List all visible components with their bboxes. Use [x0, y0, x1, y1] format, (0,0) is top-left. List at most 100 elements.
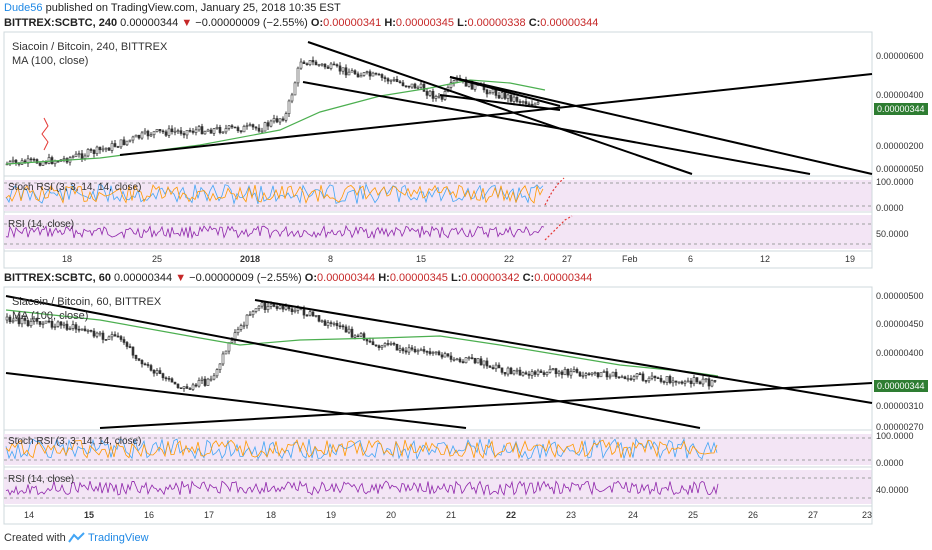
top-candle [272, 118, 276, 122]
bottom-candle [677, 381, 681, 384]
bottom-candle [185, 386, 189, 389]
author-name[interactable]: Dude56 [4, 2, 43, 14]
bottom-candle [224, 350, 228, 355]
top-trendline [439, 94, 561, 111]
top-candle [353, 70, 357, 75]
bottom-candle [158, 370, 162, 374]
bottom-time-tick: 18 [266, 510, 277, 520]
top-candle [500, 92, 504, 99]
bottom-candle [293, 309, 297, 313]
bottom-candle [203, 378, 207, 386]
bottom-rsi-line [5, 480, 719, 496]
bottom-time-tick: 20 [386, 510, 397, 520]
bottom-candle [86, 330, 90, 332]
top-open: 0.00000341 [323, 17, 382, 29]
top-candle [449, 82, 453, 88]
top-ticker-line: BITTREX:SCBTC, 240 0.00000344 ▼ −0.00000… [4, 17, 932, 29]
bottom-candle [491, 367, 495, 370]
bottom-candle [581, 375, 585, 377]
top-candle [218, 127, 222, 133]
top-candle [29, 158, 33, 161]
bottom-candle [464, 357, 468, 364]
top-candle [173, 130, 177, 133]
bottom-candle [251, 311, 255, 316]
bottom-candle [428, 351, 432, 354]
top-candle [533, 103, 537, 107]
bottom-candle [566, 369, 570, 376]
bottom-candle [707, 378, 711, 387]
top-candle [332, 63, 336, 66]
bottom-candle [329, 322, 333, 324]
bottom-candle [218, 363, 222, 370]
top-candle [257, 127, 261, 132]
bottom-candle [269, 303, 273, 307]
top-candle [275, 118, 279, 123]
top-candle [425, 91, 429, 96]
bottom-candle [206, 378, 210, 386]
bottom-candle [173, 381, 177, 385]
bottom-candle [689, 380, 693, 385]
bottom-candle [125, 342, 129, 347]
bottom-candle [422, 349, 426, 352]
bottom-candle [437, 351, 441, 356]
tradingview-brand-link[interactable]: TradingView [88, 532, 149, 544]
bottom-candle [416, 350, 420, 353]
top-candle [35, 159, 39, 164]
bottom-candle [347, 328, 351, 333]
bottom-candle [473, 357, 477, 364]
bottom-candle [83, 328, 87, 332]
bottom-candle [59, 321, 63, 326]
bottom-price-tick: 0.00000270 [876, 422, 924, 432]
top-candle [362, 72, 366, 76]
bottom-candle [338, 325, 342, 328]
top-candle [251, 124, 255, 128]
top-time-tick: 8 [328, 254, 334, 264]
bottom-candle [134, 354, 138, 359]
footer: Created with TradingView [0, 527, 932, 550]
top-trendlines[interactable] [119, 41, 873, 175]
bottom-trendlines[interactable] [5, 295, 873, 429]
bottom-time-tick: 23 [566, 510, 577, 520]
top-candle [398, 81, 402, 84]
top-candle [56, 160, 60, 163]
bottom-candle [410, 347, 414, 350]
top-candle [431, 90, 435, 99]
bottom-candle [656, 377, 660, 379]
bottom-candle [266, 306, 270, 310]
top-high-label: H: [384, 17, 396, 29]
bottom-candle [26, 320, 30, 327]
bottom-candle [431, 352, 435, 354]
bottom-candle [524, 372, 528, 375]
bottom-candle [200, 378, 204, 381]
top-stoch-tick: 100.0000 [876, 177, 914, 187]
top-candle [131, 136, 135, 141]
bottom-candle [149, 365, 153, 371]
top-candle [428, 90, 432, 96]
bottom-candle [74, 324, 78, 330]
top-candle [485, 89, 489, 95]
top-candle [386, 78, 390, 82]
top-candle [62, 158, 66, 160]
top-candle [371, 72, 375, 77]
top-price-tick: 0.00000400 [876, 90, 924, 100]
top-time-tick: 22 [504, 254, 515, 264]
top-candle [95, 146, 99, 154]
top-candle [176, 130, 180, 133]
top-candle [260, 130, 264, 133]
top-candle [107, 147, 111, 151]
down-arrow-icon: ▼ [175, 272, 187, 284]
bottom-high: 0.00000345 [389, 272, 448, 284]
down-arrow-icon: ▼ [181, 17, 193, 29]
top-open-label: O: [310, 17, 324, 29]
top-candle [329, 63, 333, 69]
bottom-candle [131, 346, 135, 356]
bottom-change: −0.00000009 (−2.55%) [189, 272, 302, 284]
bottom-candle [389, 343, 393, 345]
top-time-tick: Feb [622, 254, 638, 264]
bottom-candle [377, 345, 381, 348]
bottom-candle [335, 323, 339, 327]
top-candle [410, 83, 414, 88]
top-candle [125, 140, 129, 146]
bottom-candle [641, 373, 645, 381]
